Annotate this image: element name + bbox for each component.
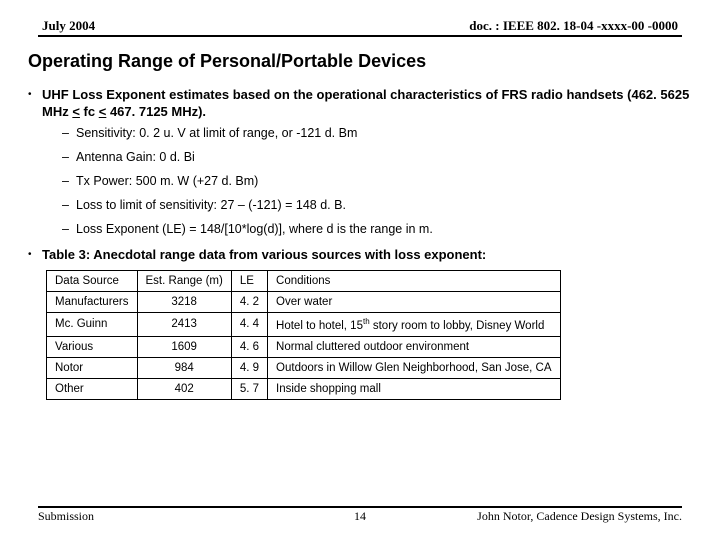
table-row: Various 1609 4. 6 Normal cluttered outdo…	[47, 336, 561, 357]
table-row: Manufacturers 3218 4. 2 Over water	[47, 292, 561, 313]
cond-disney: Hotel to hotel, 15th story room to lobby…	[268, 313, 561, 337]
th-range: Est. Range (m)	[137, 271, 231, 292]
sub-5: –Loss Exponent (LE) = 148/[10*log(d)], w…	[62, 222, 692, 236]
table-header-row: Data Source Est. Range (m) LE Conditions	[47, 271, 561, 292]
footer-page: 14	[38, 509, 682, 524]
bullet-1-text: UHF Loss Exponent estimates based on the…	[42, 86, 692, 120]
sub-2: –Antenna Gain: 0 d. Bi	[62, 150, 692, 164]
header-bar: July 2004 doc. : IEEE 802. 18-04 -xxxx-0…	[38, 18, 682, 37]
table-row: Notor 984 4. 9 Outdoors in Willow Glen N…	[47, 357, 561, 378]
sub-1: –Sensitivity: 0. 2 u. V at limit of rang…	[62, 126, 692, 140]
th-le: LE	[231, 271, 267, 292]
table-row: Mc. Guinn 2413 4. 4 Hotel to hotel, 15th…	[47, 313, 561, 337]
sub-bullets: –Sensitivity: 0. 2 u. V at limit of rang…	[62, 126, 692, 236]
slide-title: Operating Range of Personal/Portable Dev…	[28, 51, 692, 72]
sub-4: –Loss to limit of sensitivity: 27 – (-12…	[62, 198, 692, 212]
sub-3: –Tx Power: 500 m. W (+27 d. Bm)	[62, 174, 692, 188]
table-row: Other 402 5. 7 Inside shopping mall	[47, 378, 561, 399]
bullet-2-text: Table 3: Anecdotal range data from vario…	[42, 246, 692, 264]
th-source: Data Source	[47, 271, 138, 292]
footer-bar: Submission 14 John Notor, Cadence Design…	[38, 506, 682, 524]
th-cond: Conditions	[268, 271, 561, 292]
content: • UHF Loss Exponent estimates based on t…	[28, 86, 692, 400]
bullet-1: • UHF Loss Exponent estimates based on t…	[28, 86, 692, 120]
header-date: July 2004	[42, 18, 95, 34]
data-table: Data Source Est. Range (m) LE Conditions…	[46, 270, 561, 400]
header-doc: doc. : IEEE 802. 18-04 -xxxx-00 -0000	[469, 18, 678, 34]
bullet-2: • Table 3: Anecdotal range data from var…	[28, 246, 692, 264]
